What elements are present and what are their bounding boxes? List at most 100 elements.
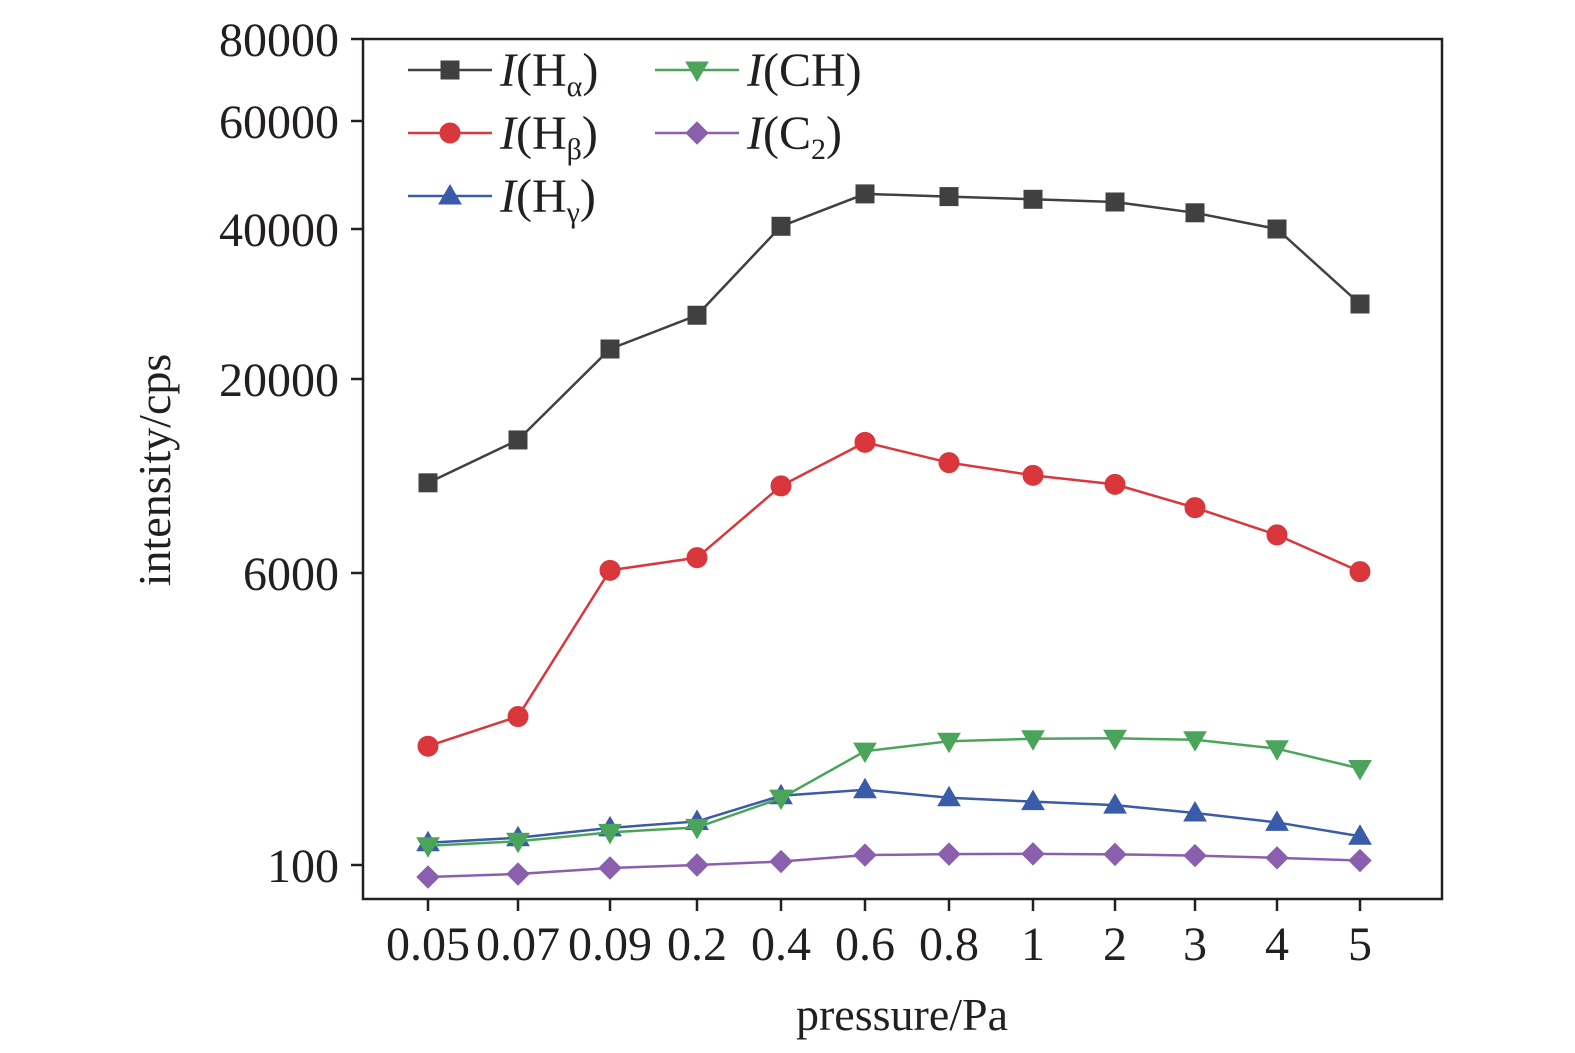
data-point bbox=[418, 473, 438, 493]
y-tick-label: 100 bbox=[267, 840, 339, 893]
data-point bbox=[1350, 294, 1370, 314]
data-point bbox=[416, 865, 440, 889]
data-point bbox=[937, 732, 961, 754]
x-tick-label: 3 bbox=[1183, 918, 1207, 971]
data-point bbox=[417, 735, 439, 757]
data-point bbox=[937, 842, 961, 866]
y-axis: 100 6000 20000 40000 60000 80000 bbox=[219, 14, 363, 893]
data-point bbox=[1348, 848, 1372, 873]
data-point bbox=[416, 837, 440, 858]
data-point bbox=[1183, 801, 1207, 822]
data-point bbox=[853, 742, 877, 764]
data-point bbox=[1265, 740, 1289, 761]
legend-label: I(Hγ) bbox=[499, 170, 596, 229]
legend-marker bbox=[438, 184, 462, 205]
data-point bbox=[769, 849, 793, 874]
data-point bbox=[600, 339, 620, 359]
data-point bbox=[1348, 759, 1372, 781]
legend-label: I(CH) bbox=[746, 44, 862, 97]
y-tick-label: 80000 bbox=[219, 14, 339, 67]
y-tick-label: 6000 bbox=[243, 548, 339, 601]
data-point bbox=[853, 777, 877, 799]
series-line bbox=[427, 788, 1361, 844]
series-3 bbox=[416, 729, 1372, 858]
data-point bbox=[855, 184, 875, 204]
x-tick-label: 0.2 bbox=[667, 918, 727, 971]
data-point bbox=[1021, 789, 1045, 811]
x-tick-label: 0.8 bbox=[919, 918, 979, 971]
data-point bbox=[506, 832, 530, 854]
legend-item: I(C2) bbox=[655, 107, 842, 166]
data-point bbox=[1103, 842, 1127, 867]
series-line bbox=[427, 737, 1361, 847]
legend-item: I(CH) bbox=[655, 44, 862, 97]
series-line bbox=[427, 852, 1361, 879]
legend-marker bbox=[439, 122, 461, 144]
x-tick-label: 5 bbox=[1348, 918, 1372, 971]
legend-label: I(Hα) bbox=[499, 44, 598, 103]
data-point bbox=[1185, 203, 1205, 223]
legend-item: I(Hβ) bbox=[408, 107, 598, 166]
legend-label: I(C2) bbox=[746, 107, 842, 166]
data-point bbox=[686, 547, 708, 569]
legend-marker bbox=[440, 60, 460, 80]
legend-label: I(Hβ) bbox=[499, 107, 598, 166]
x-tick-label: 0.07 bbox=[476, 918, 560, 971]
data-point bbox=[598, 823, 622, 845]
data-point bbox=[1183, 843, 1207, 868]
legend: I(Hα)I(Hβ)I(Hγ) I(CH) I(C2) bbox=[408, 44, 862, 229]
data-point bbox=[939, 187, 959, 207]
data-point bbox=[853, 843, 877, 867]
data-point bbox=[685, 853, 709, 877]
x-tick-label: 0.6 bbox=[835, 918, 895, 971]
x-tick-label: 2 bbox=[1103, 918, 1127, 971]
x-axis-title: pressure/Pa bbox=[796, 989, 1008, 1040]
data-point bbox=[1265, 846, 1289, 870]
y-axis-title: intensity/cps bbox=[129, 354, 180, 587]
data-point bbox=[599, 559, 621, 581]
x-tick-label: 0.4 bbox=[751, 918, 811, 971]
y-tick-label: 60000 bbox=[219, 96, 339, 149]
data-point bbox=[1105, 192, 1125, 212]
data-point bbox=[1104, 473, 1126, 495]
data-point bbox=[506, 862, 530, 886]
data-point bbox=[1266, 524, 1288, 546]
data-point bbox=[1022, 464, 1044, 486]
legend-item: I(Hγ) bbox=[408, 170, 596, 229]
data-point bbox=[854, 431, 876, 453]
x-tick-label: 0.05 bbox=[386, 918, 470, 971]
x-axis: 0.05 0.07 0.09 0.2 0.4 0.6 0.8 1 2 3 4 5 bbox=[386, 899, 1372, 971]
series-line bbox=[427, 192, 1361, 484]
plot-frame bbox=[361, 37, 1444, 901]
data-point bbox=[687, 305, 707, 325]
data-point bbox=[937, 785, 961, 807]
series-0 bbox=[418, 184, 1370, 493]
y-tick-label: 40000 bbox=[219, 204, 339, 257]
data-point bbox=[1348, 824, 1372, 845]
x-tick-label: 0.09 bbox=[568, 918, 652, 971]
data-point bbox=[1103, 729, 1127, 751]
data-point bbox=[1267, 219, 1287, 239]
y-tick-label: 20000 bbox=[219, 354, 339, 407]
data-point bbox=[1349, 561, 1371, 583]
series-1 bbox=[417, 431, 1371, 757]
data-point bbox=[770, 475, 792, 497]
data-point bbox=[1021, 842, 1045, 866]
legend-item: I(Hα) bbox=[408, 44, 598, 103]
data-point bbox=[1265, 810, 1289, 831]
data-point bbox=[1184, 497, 1206, 519]
data-point bbox=[1103, 793, 1127, 814]
data-point bbox=[1023, 189, 1043, 209]
series-line bbox=[427, 441, 1361, 748]
data-point bbox=[1021, 730, 1045, 751]
data-point bbox=[938, 452, 960, 474]
data-point bbox=[769, 789, 793, 811]
series-layer bbox=[416, 184, 1372, 889]
data-point bbox=[771, 216, 791, 236]
legend-marker bbox=[685, 61, 709, 82]
data-point bbox=[1183, 731, 1207, 752]
data-point bbox=[507, 706, 529, 728]
data-point bbox=[685, 818, 709, 840]
x-tick-label: 4 bbox=[1265, 918, 1289, 971]
